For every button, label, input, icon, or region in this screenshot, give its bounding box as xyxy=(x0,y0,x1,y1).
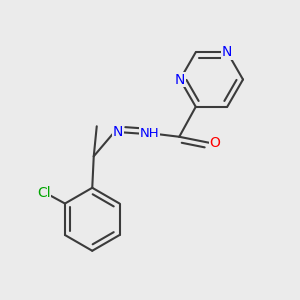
Text: N: N xyxy=(175,73,185,86)
Text: Cl: Cl xyxy=(37,186,51,200)
Text: NH: NH xyxy=(140,127,159,140)
Text: N: N xyxy=(222,45,232,59)
Text: O: O xyxy=(209,136,220,150)
Text: N: N xyxy=(112,125,123,139)
